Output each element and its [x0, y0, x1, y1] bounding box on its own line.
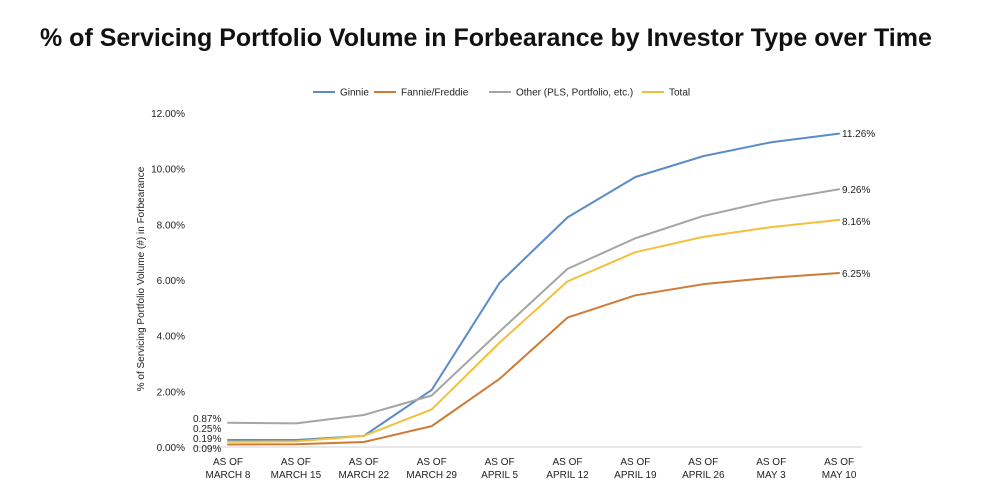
start-data-label: 0.09% [193, 444, 221, 455]
y-tick-label: 2.00% [157, 387, 185, 398]
x-tick-label: AS OF [349, 457, 379, 468]
start-data-label: 0.25% [193, 424, 221, 435]
y-axis-label: % of Servicing Portfolio Volume (#) in F… [136, 166, 147, 391]
chart-title: % of Servicing Portfolio Volume in Forbe… [40, 24, 932, 52]
legend-label: Other (PLS, Portfolio, etc.) [516, 88, 633, 99]
end-data-label: 8.16% [842, 217, 870, 228]
legend-label: Ginnie [340, 88, 369, 99]
series-line [227, 188, 841, 425]
data-labels: 0.87%0.25%0.19%0.09% 11.26% 9.26% 8.16% 6.25… [193, 129, 875, 455]
x-tick-label: MARCH 15 [271, 470, 322, 481]
start-data-label: 0.87% [193, 414, 221, 425]
x-axis: AS OF MARCH 8 AS OF MARCH 15 AS OF MARCH 22 AS… [193, 446, 862, 481]
x-tick-label: AS OF [281, 457, 311, 468]
legend-label: Fannie/Freddie [401, 88, 469, 99]
x-tick-label: APRIL 26 [682, 470, 725, 481]
x-tick-label: MAY 3 [757, 470, 787, 481]
y-tick-label: 0.00% [157, 443, 185, 454]
legend: Ginnie Fannie/Freddie Other (PLS, Portfoli… [313, 88, 690, 99]
x-tick-label: AS OF [552, 457, 582, 468]
y-tick-label: 6.00% [157, 276, 185, 287]
y-tick-label: 12.00% [151, 109, 185, 120]
series-lines [227, 132, 841, 446]
y-tick-label: 8.00% [157, 220, 185, 231]
x-tick-label: MARCH 22 [339, 470, 390, 481]
y-tick-label: 10.00% [151, 165, 185, 176]
x-tick-label: AS OF [688, 457, 718, 468]
start-data-label: 0.19% [193, 434, 221, 445]
x-tick-label: APRIL 12 [546, 470, 589, 481]
end-data-label: 11.26% [842, 129, 875, 140]
x-tick-label: AS OF [756, 457, 786, 468]
x-tick-label: APRIL 19 [614, 470, 657, 481]
x-tick-label: MAY 10 [822, 470, 857, 481]
x-tick-label: MARCH 8 [205, 470, 250, 481]
y-tick-label: 4.00% [157, 332, 185, 343]
series-line [227, 272, 841, 446]
series-line [227, 218, 841, 443]
legend-label: Total [669, 88, 690, 99]
x-tick-label: AS OF [620, 457, 650, 468]
series-line [227, 132, 841, 442]
x-tick-label: MARCH 29 [406, 470, 457, 481]
y-axis: 0.00% 2.00% 4.00% 6.00% 8.00% 10.00% 12.00% [151, 109, 185, 454]
x-tick-label: AS OF [824, 457, 854, 468]
x-tick-label: AS OF [213, 457, 243, 468]
x-tick-label: APRIL 5 [481, 470, 518, 481]
x-tick-label: AS OF [485, 457, 515, 468]
x-tick-label: AS OF [417, 457, 447, 468]
end-data-label: 9.26% [842, 185, 870, 196]
end-data-label: 6.25% [842, 269, 870, 280]
